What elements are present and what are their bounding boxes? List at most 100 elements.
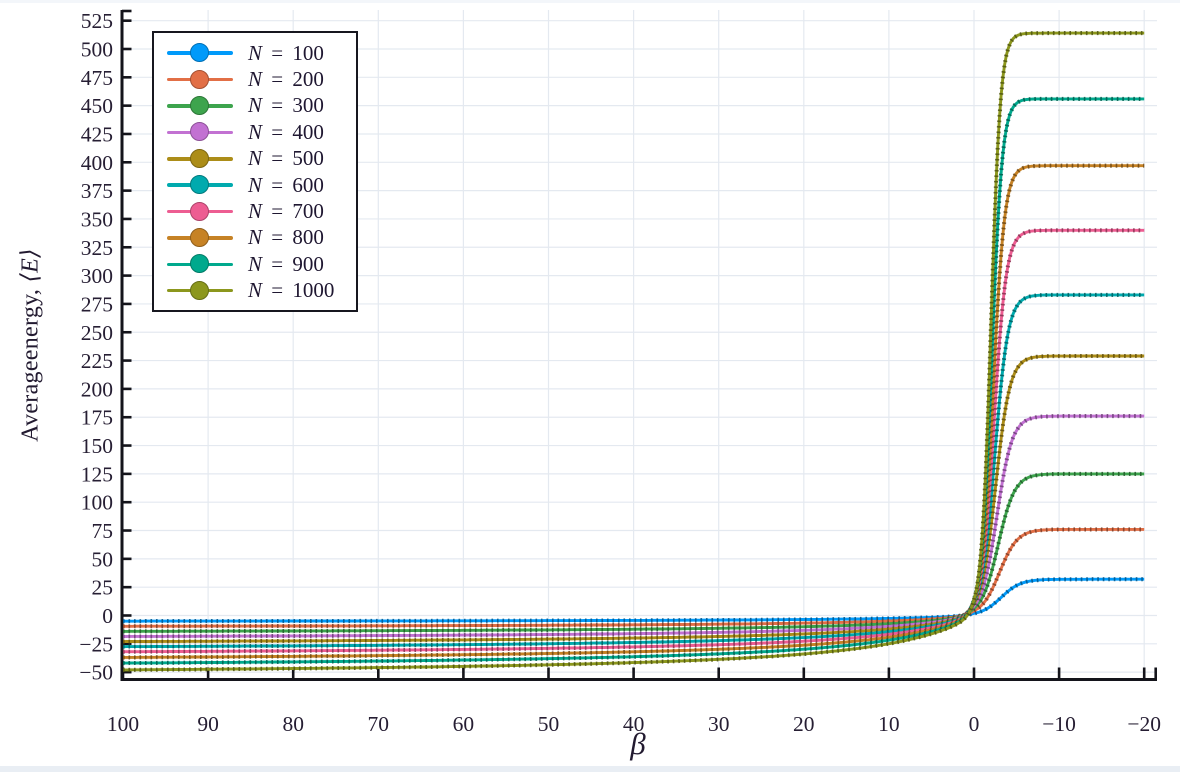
series-line-N-200 (123, 527, 1145, 629)
series-line-N-100 (123, 577, 1145, 624)
legend-circle-marker (190, 280, 209, 300)
legend-label-value: 900 (292, 251, 324, 276)
legend-label-eq: = (271, 119, 284, 144)
page-edge-top (0, 0, 1180, 3)
legend-label: N = 200 (248, 67, 324, 92)
legend-circle-marker (190, 69, 209, 89)
legend-label-value: 300 (292, 93, 324, 118)
x-tick-label: 0 (969, 712, 980, 736)
page-edge-bottom (0, 766, 1180, 772)
legend-item-n-900: N = 900 (154, 251, 356, 277)
x-tick-label: −10 (1042, 712, 1076, 736)
y-tick-label: 75 (92, 519, 114, 543)
legend-marker (167, 69, 233, 90)
y-tick-label: 175 (81, 406, 113, 430)
legend-item-n-800: N = 800 (154, 225, 356, 251)
legend-label-var: N (248, 67, 263, 92)
legend-label: N = 700 (248, 199, 324, 224)
legend-circle-marker (190, 175, 209, 195)
legend-label-value: 700 (292, 199, 324, 224)
legend-label-eq: = (271, 199, 284, 224)
legend-circle-marker (190, 148, 209, 168)
legend-marker (167, 280, 233, 301)
y-tick-label: 125 (81, 462, 113, 486)
legend-marker (167, 254, 233, 274)
legend-label-eq: = (271, 225, 284, 250)
legend-label-value: 400 (292, 119, 324, 144)
y-tick-label: 525 (81, 9, 113, 33)
legend-label: N = 100 (248, 41, 324, 66)
legend-marker (167, 227, 233, 248)
legend-label: N = 400 (248, 120, 324, 145)
legend-label-value: 600 (292, 172, 324, 197)
series-layer (122, 31, 1145, 672)
y-tick-label: 50 (92, 547, 114, 571)
legend-item-n-400: N = 400 (154, 119, 356, 145)
legend-circle-marker (190, 122, 209, 142)
legend-label-eq: = (271, 67, 284, 92)
legend-label: N = 800 (248, 225, 324, 250)
legend-item-n-200: N = 200 (154, 66, 356, 92)
legend-label-eq: = (271, 146, 284, 171)
y-tick-label: 475 (81, 66, 113, 90)
legend-marker (167, 148, 233, 169)
x-tick-label: 60 (453, 712, 475, 736)
y-tick-label: 325 (81, 236, 113, 260)
legend-label-value: 100 (292, 40, 324, 65)
x-tick-label: −20 (1127, 712, 1161, 736)
y-tick-label: 375 (81, 179, 113, 203)
legend-circle-marker (190, 227, 209, 247)
legend-marker (167, 95, 233, 116)
y-axis-label-math: ⟨E⟩ (17, 248, 44, 283)
tick-label-layer: −50−250255075100125150175200225250275300… (79, 9, 1161, 736)
y-tick-label: 425 (81, 122, 113, 146)
series-path (123, 527, 1145, 628)
legend-label-var: N (248, 93, 263, 118)
y-tick-label: 100 (81, 491, 113, 515)
y-tick-label: 150 (81, 434, 113, 458)
legend-label-value: 800 (292, 225, 324, 250)
legend-item-n-1000: N = 1000 (154, 278, 356, 304)
legend-marker (167, 201, 233, 222)
legend-label-var: N (248, 172, 263, 197)
axis-layer (120, 9, 1157, 681)
legend-label: N = 900 (248, 252, 324, 277)
legend-label-var: N (248, 251, 263, 276)
x-tick-label: 10 (878, 712, 900, 736)
legend-circle-marker (190, 43, 209, 63)
legend-marker (167, 43, 233, 63)
y-tick-label: 250 (81, 321, 113, 345)
y-tick-label: 225 (81, 349, 113, 373)
y-tick-label: 500 (81, 38, 113, 62)
y-tick-label: 400 (81, 151, 113, 175)
legend-item-n-500: N = 500 (154, 146, 356, 172)
y-tick-label: 300 (81, 264, 113, 288)
y-tick-label: −25 (79, 632, 113, 656)
legend-label-var: N (248, 40, 263, 65)
legend-label-value: 200 (292, 67, 324, 92)
legend-label-var: N (248, 146, 263, 171)
y-tick-label: 200 (81, 377, 113, 401)
y-axis-label: Averageenergy, ⟨E⟩ (16, 248, 45, 442)
legend-circle-marker (190, 95, 209, 115)
legend-label: N = 1000 (248, 278, 334, 303)
series-markers (123, 31, 1145, 672)
legend-label-var: N (248, 119, 263, 144)
y-tick-label: 0 (102, 604, 113, 628)
legend-label-var: N (248, 199, 263, 224)
legend-circle-marker (190, 254, 209, 274)
x-tick-label: 50 (538, 712, 560, 736)
x-tick-label: 70 (368, 712, 390, 736)
series-line-N-1000 (123, 31, 1145, 672)
series-path (123, 577, 1145, 623)
legend-label: N = 500 (248, 146, 324, 171)
legend-item-n-300: N = 300 (154, 93, 356, 119)
legend-label-value: 1000 (292, 278, 335, 303)
x-tick-label: 80 (282, 712, 304, 736)
y-tick-label: 25 (92, 576, 114, 600)
legend-marker (167, 175, 233, 195)
legend-label-var: N (248, 278, 263, 303)
legend-label-eq: = (271, 278, 284, 303)
